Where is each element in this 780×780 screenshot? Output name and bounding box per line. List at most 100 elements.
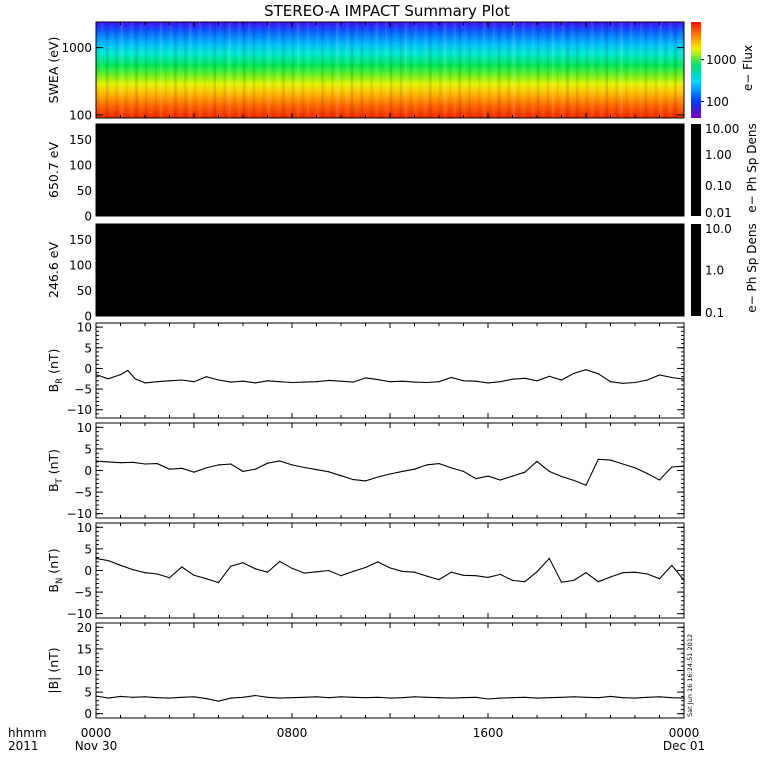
data-point (597, 458, 599, 460)
data-point (450, 376, 452, 379)
data-point (107, 378, 109, 380)
data-point (168, 577, 171, 579)
spectrogram-texture (189, 22, 192, 118)
data-point (658, 479, 661, 481)
data-point (413, 381, 416, 383)
spectrogram-texture (164, 22, 167, 118)
data-point (254, 694, 256, 697)
y-tick-label: 5 (84, 341, 92, 355)
data-point (389, 697, 391, 699)
spectrogram-texture (96, 22, 99, 118)
spectrogram-texture (370, 22, 373, 118)
data-point (548, 697, 550, 699)
data-point (217, 464, 220, 466)
data-point (181, 566, 183, 568)
data-point (364, 480, 367, 482)
spectrogram-texture (154, 22, 158, 118)
data-point (634, 697, 636, 699)
data-point (193, 696, 195, 698)
data-point (377, 379, 379, 381)
data-point (205, 698, 207, 700)
data-point (132, 461, 134, 463)
spectrogram-texture (429, 22, 432, 118)
spectrogram-texture (600, 22, 604, 118)
spectrogram-texture (546, 22, 550, 118)
spectrogram-texture (311, 22, 314, 118)
data-point (291, 381, 293, 384)
spectrogram-texture (365, 22, 368, 118)
spectrogram-texture (228, 22, 231, 118)
panel-frame (95, 522, 685, 619)
spectrogram-texture (492, 22, 496, 118)
data-point (634, 381, 636, 384)
data-point (658, 374, 661, 376)
spectrogram-texture (448, 22, 452, 118)
data-point (597, 697, 599, 699)
spectrogram-texture (130, 22, 133, 118)
colorbar-tick-label: 0.1 (705, 306, 724, 320)
data-point (315, 469, 318, 471)
spectrogram-texture (434, 22, 437, 118)
data-point (524, 696, 526, 698)
spectrogram-texture (208, 22, 212, 118)
data-point (548, 470, 550, 472)
data-point (646, 696, 648, 698)
data-point (144, 463, 146, 465)
y-tick-label: 100 (69, 258, 92, 272)
data-point (266, 462, 269, 464)
data-point (340, 475, 342, 477)
data-point (389, 473, 391, 475)
spectrogram-texture (360, 22, 363, 118)
data-point (524, 581, 526, 583)
data-point (426, 696, 428, 698)
data-point (119, 374, 122, 376)
data-point (242, 470, 244, 472)
spectrogram-texture (399, 22, 403, 118)
spectrogram-texture (502, 22, 506, 118)
data-point (377, 696, 379, 698)
data-point (132, 569, 134, 571)
data-point (230, 463, 232, 465)
spectrogram-texture (105, 22, 109, 118)
data-point (413, 468, 416, 470)
data-point (389, 567, 391, 569)
data-point (622, 697, 624, 699)
data-point (127, 369, 129, 372)
data-point (475, 696, 477, 698)
data-point (671, 564, 673, 566)
spectrogram-texture (439, 22, 442, 118)
spectrogram-texture (135, 22, 138, 118)
data-point (291, 464, 293, 466)
colorbar-tick-label: 1.00 (705, 148, 732, 162)
data-point (413, 696, 416, 698)
data-point (609, 576, 612, 578)
spectrogram-texture (296, 22, 300, 118)
swea-spectrogram (96, 22, 684, 118)
spectrogram-texture (424, 22, 427, 118)
data-point (254, 568, 256, 570)
spectrogram-texture (272, 22, 275, 118)
y-tick-label: 150 (69, 133, 92, 147)
data-point (658, 578, 661, 580)
spectrogram-texture (341, 22, 344, 118)
data-point (609, 459, 612, 461)
y-tick-label: 10 (77, 321, 92, 335)
data-point (242, 562, 244, 564)
spectrogram-texture (277, 22, 280, 118)
spectrogram-texture (247, 22, 251, 118)
data-point (634, 571, 636, 573)
spectrogram-texture (257, 22, 261, 118)
data-point (156, 573, 158, 575)
y-tick-label: −5 (74, 586, 92, 600)
y-tick-label: −5 (74, 383, 92, 397)
data-point (413, 571, 416, 573)
spectrogram-texture (233, 22, 236, 118)
data-point (217, 379, 220, 381)
spectrogram-texture (267, 22, 270, 118)
data-point (438, 463, 440, 465)
pad-spectrogram (96, 224, 684, 316)
data-point (168, 697, 171, 699)
series-line-bn (95, 557, 685, 584)
